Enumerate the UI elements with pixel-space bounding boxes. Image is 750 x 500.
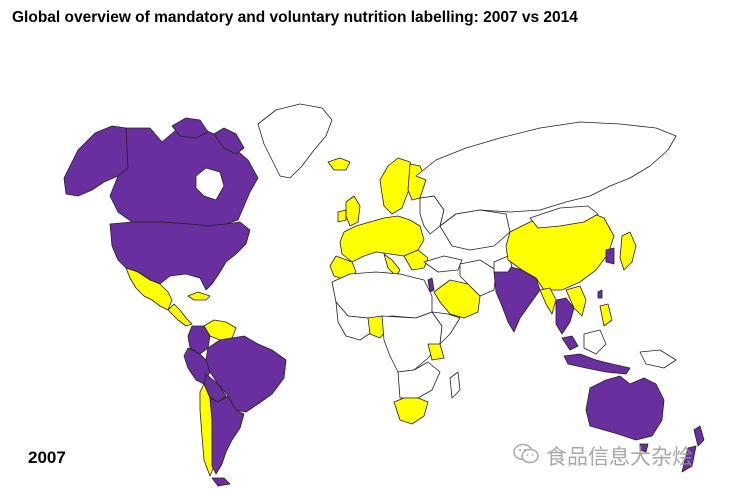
region-australia <box>585 375 665 441</box>
region-japan <box>619 231 637 271</box>
region-new-zealand-south <box>681 445 697 473</box>
region-canada-islands <box>171 117 209 139</box>
region-saudi-arabia <box>433 279 481 319</box>
region-colombia <box>187 325 211 355</box>
region-scandinavia <box>379 157 417 215</box>
region-madagascar <box>449 371 461 399</box>
region-iran <box>459 259 497 297</box>
region-hudson-bay <box>195 167 225 201</box>
region-kenya <box>427 343 445 361</box>
region-cuba <box>187 291 211 301</box>
region-pakistan <box>493 255 513 273</box>
region-israel <box>427 277 435 293</box>
region-greenland <box>257 103 333 179</box>
region-argentina <box>209 395 245 475</box>
region-canada-baffin <box>213 127 245 155</box>
watermark: 食品信息大杂烩 <box>512 441 693 471</box>
region-brazil <box>205 335 287 413</box>
region-tierra-del-fuego <box>211 477 231 487</box>
region-central-africa <box>381 311 443 373</box>
region-uk <box>345 195 361 227</box>
map-title: Global overview of mandatory and volunta… <box>12 9 578 26</box>
region-korea <box>605 247 615 265</box>
region-indonesia <box>563 353 631 375</box>
region-philippines <box>599 303 613 327</box>
region-italy <box>383 253 401 277</box>
region-south-africa <box>393 397 429 425</box>
region-turkey <box>423 255 463 273</box>
wechat-icon <box>512 442 540 471</box>
region-malaysia <box>561 335 579 351</box>
region-borneo <box>583 329 607 355</box>
region-taiwan <box>597 289 603 299</box>
region-west-africa <box>335 301 373 341</box>
region-myanmar <box>539 287 557 315</box>
region-north-africa <box>331 271 433 319</box>
region-india <box>493 265 541 333</box>
region-venezuela <box>203 319 237 341</box>
region-horn-of-africa <box>431 311 461 345</box>
region-laos-vietnam <box>565 285 587 317</box>
watermark-text: 食品信息大杂烩 <box>546 445 693 469</box>
region-ireland <box>337 209 347 223</box>
region-central-america <box>167 303 193 327</box>
year-label: 2007 <box>28 448 66 467</box>
region-new-zealand-north <box>693 425 705 447</box>
region-mongolia <box>529 205 599 229</box>
region-thailand <box>555 297 575 335</box>
region-iceland <box>327 157 351 171</box>
region-russia <box>415 121 677 227</box>
region-tasmania <box>639 443 649 453</box>
region-new-guinea <box>639 349 677 369</box>
